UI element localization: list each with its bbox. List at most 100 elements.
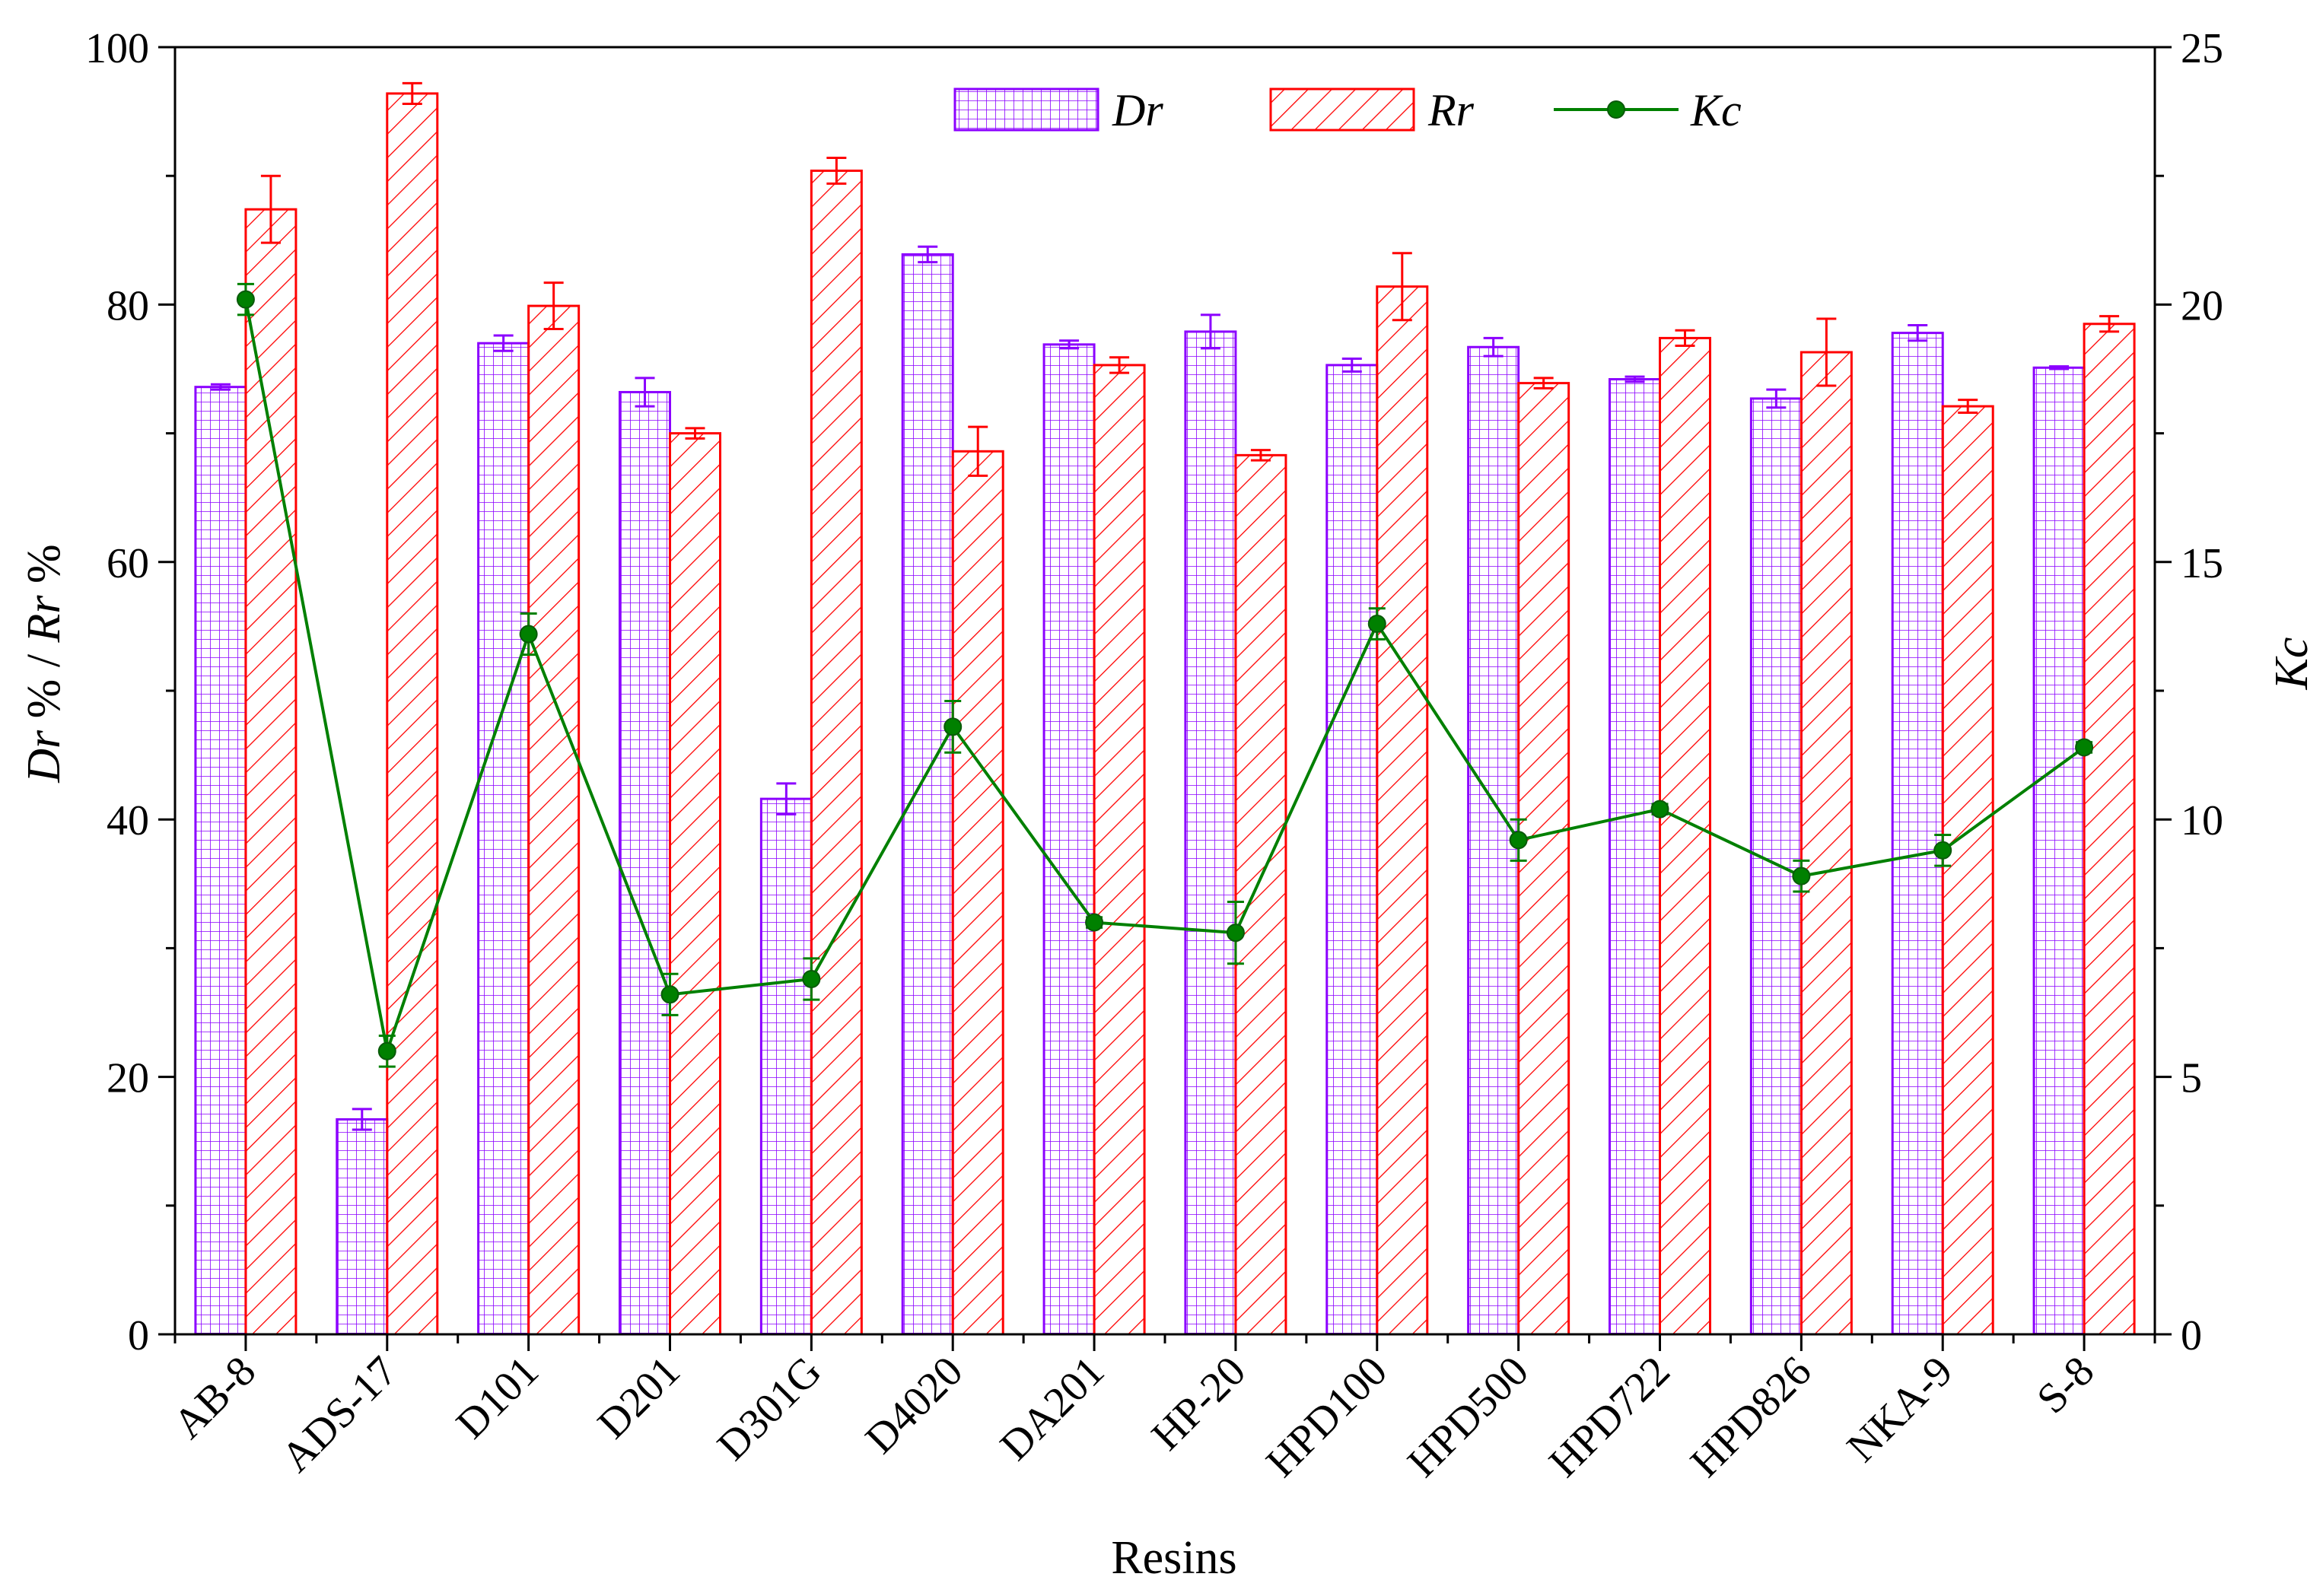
errorbar-dr-HPD722 (1625, 375, 1645, 383)
plot-area (194, 81, 2136, 1336)
errorbar-dr-D4020 (918, 245, 938, 264)
bar-rr-HPD722 (1659, 336, 1711, 1336)
kc-line (243, 299, 2086, 1057)
point-kc-D4020 (944, 717, 963, 736)
x-tick-label-D201: D201 (589, 1347, 689, 1448)
legend-marker-kc (1607, 100, 1625, 119)
bar-dr-HPD826 (1749, 397, 1803, 1336)
x-tick-label-HPD826: HPD826 (1682, 1347, 1820, 1486)
x-tick-label-D301G: D301G (708, 1347, 830, 1469)
bar-rr-ADS-17 (386, 92, 439, 1336)
right-axis-label: Kc (2266, 637, 2318, 691)
point-kc-HP-20 (1226, 924, 1245, 943)
right-tick-label-15: 15 (2181, 540, 2223, 587)
x-tick-label-HPD100: HPD100 (1258, 1347, 1396, 1486)
errorbar-dr-AB-8 (210, 383, 231, 391)
point-kc-D101 (519, 625, 538, 644)
bar-dr-NKA-9 (1891, 332, 1944, 1336)
kc-line-layer (236, 282, 2094, 1068)
bar-dr-HPD100 (1325, 364, 1379, 1336)
errorbar-dr-NKA-9 (1908, 323, 1928, 342)
errorbar-dr-S-8 (2049, 365, 2070, 370)
bars-layer (194, 81, 2136, 1336)
bar-rr-HPD100 (1376, 285, 1429, 1336)
x-tick-label-HPD722: HPD722 (1540, 1347, 1679, 1486)
left-axis-label-rr: Rr (18, 595, 70, 644)
x-tick-label-D4020: D4020 (857, 1347, 972, 1463)
bar-dr-S-8 (2032, 366, 2086, 1336)
point-kc-HPD826 (1792, 866, 1811, 885)
legend-swatch-rr (1269, 87, 1415, 132)
bar-rr-DA201 (1093, 364, 1146, 1336)
bar-dr-D301G (759, 797, 813, 1336)
x-tick-label-ADS-17: ADS-17 (272, 1347, 406, 1481)
legend-label-rr: Rr (1427, 85, 1475, 135)
left-tick-label-60: 60 (107, 540, 149, 587)
point-kc-D201 (660, 985, 679, 1004)
errorbar-rr-AB-8 (260, 174, 281, 244)
left-tick-label-40: 40 (107, 797, 149, 844)
bar-dr-D4020 (901, 253, 954, 1336)
bar-rr-HP-20 (1234, 453, 1287, 1336)
errorbar-rr-D201 (685, 427, 705, 440)
errorbar-rr-HP-20 (1250, 449, 1271, 462)
right-tick-label-0: 0 (2181, 1312, 2202, 1359)
right-axis-ticks: 0 5 10 15 20 25 (2155, 25, 2223, 1359)
errorbar-dr-HP-20 (1200, 313, 1220, 350)
errorbar-rr-DA201 (1109, 356, 1130, 374)
errorbar-rr-S-8 (2099, 315, 2120, 333)
bar-dr-DA201 (1042, 343, 1096, 1336)
errorbar-rr-HPD500 (1533, 377, 1554, 389)
errorbar-dr-DA201 (1059, 339, 1080, 350)
point-kc-HPD722 (1650, 800, 1669, 819)
right-tick-label-25: 25 (2181, 25, 2223, 72)
point-kc-AB-8 (236, 290, 255, 309)
errorbar-rr-NKA-9 (1958, 399, 1978, 415)
legend-swatch-dr (953, 87, 1099, 132)
errorbar-rr-HPD100 (1392, 252, 1412, 322)
errorbar-rr-HPD826 (1816, 317, 1837, 387)
bar-rr-D101 (527, 304, 581, 1336)
errorbar-dr-D101 (493, 334, 514, 352)
bar-dr-AB-8 (194, 386, 247, 1336)
left-tick-label-80: 80 (107, 282, 149, 329)
left-axis-label: Dr % / Rr % (18, 544, 70, 783)
errorbar-rr-D301G (826, 157, 847, 185)
right-tick-label-5: 5 (2181, 1055, 2202, 1102)
bar-dr-D101 (477, 342, 530, 1336)
left-axis-label-sep: % / (18, 642, 70, 730)
point-kc-D301G (802, 970, 821, 989)
bar-dr-HPD722 (1609, 378, 1661, 1336)
x-tick-label-NKA-9: NKA-9 (1838, 1347, 1962, 1471)
right-tick-label-10: 10 (2181, 797, 2223, 844)
bar-rr-D301G (810, 169, 863, 1336)
bar-rr-AB-8 (244, 208, 298, 1336)
bar-rr-S-8 (2083, 323, 2136, 1336)
legend: Dr Rr Kc (953, 85, 1742, 135)
errorbar-rr-ADS-17 (402, 81, 422, 105)
x-tick-label-D101: D101 (447, 1347, 548, 1448)
errorbar-rr-D4020 (968, 425, 988, 477)
bar-rr-HPD500 (1517, 382, 1570, 1336)
x-tick-label-S-8: S-8 (2028, 1347, 2103, 1423)
x-axis-ticks: AB-8 ADS-17 D101 D201 D301G D4020 DA201 HP-20 HP… (164, 1334, 2156, 1486)
left-axis-label-pct: % (18, 544, 70, 595)
errorbar-rr-HPD722 (1675, 329, 1695, 348)
plot-frame (173, 46, 2156, 1336)
x-tick-label-AB-8: AB-8 (164, 1347, 265, 1448)
left-tick-label-20: 20 (107, 1055, 149, 1102)
bar-rr-HPD826 (1800, 351, 1853, 1336)
errorbar-dr-D201 (635, 377, 655, 408)
bar-rr-D201 (669, 432, 721, 1336)
bar-rr-NKA-9 (1941, 405, 1994, 1336)
point-kc-ADS-17 (377, 1041, 396, 1060)
left-tick-label-100: 100 (85, 25, 149, 72)
point-kc-S-8 (2075, 738, 2094, 757)
errorbar-dr-HPD500 (1483, 336, 1504, 358)
bar-rr-D4020 (951, 450, 1004, 1336)
errorbar-rr-D101 (543, 281, 564, 331)
left-tick-label-0: 0 (128, 1312, 149, 1359)
errorbar-dr-D301G (776, 782, 797, 815)
point-kc-NKA-9 (1933, 841, 1952, 860)
